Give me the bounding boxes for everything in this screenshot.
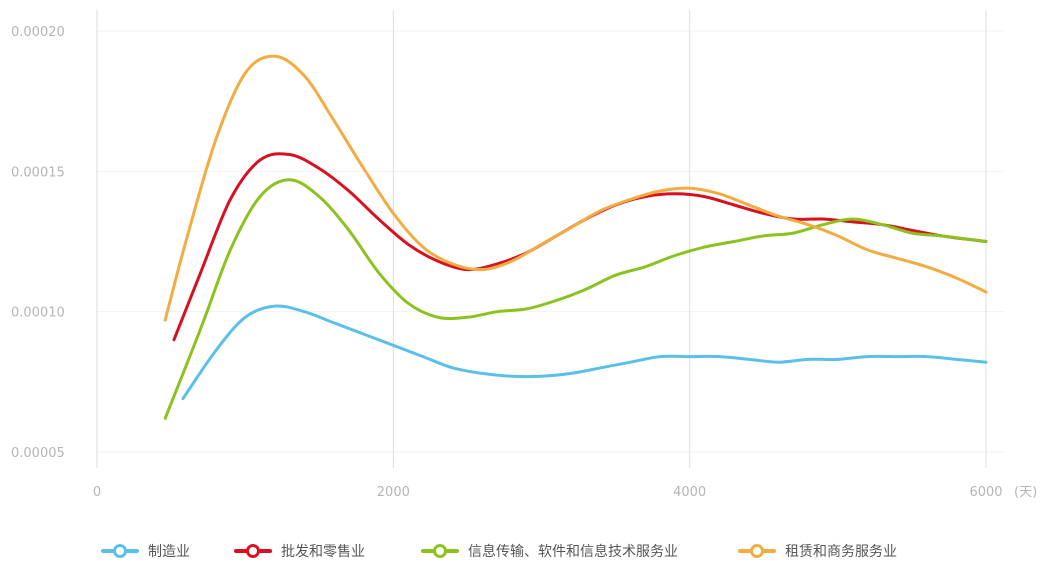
y-tick-label: 0.00015 — [11, 165, 65, 180]
legend-item[interactable]: 信息传输、软件和信息技术服务业 — [421, 543, 678, 560]
legend: 制造业 批发和零售业 信息传输、软件和信息技术服务业 租赁和商务服务业 — [101, 543, 897, 560]
series-lines — [163, 54, 988, 420]
legend-label: 制造业 — [148, 544, 190, 560]
y-tick-label: 0.00020 — [11, 25, 65, 40]
legend-marker-circle — [433, 544, 447, 558]
legend-marker-circle — [113, 544, 127, 558]
axes: 0.00005 0.00010 0.00015 0.00020 0 2000 4000 600… — [11, 25, 1003, 500]
x-axis-unit-label: (天) — [1014, 485, 1037, 500]
legend-item[interactable]: 租赁和商务服务业 — [738, 544, 897, 560]
x-tick-label: 4000 — [673, 485, 706, 500]
legend-label: 信息传输、软件和信息技术服务业 — [468, 543, 678, 560]
x-tick-label: 2000 — [377, 485, 410, 500]
x-tick-label: 0 — [93, 485, 101, 500]
x-tick-label: 6000 — [969, 485, 1002, 500]
y-tick-label: 0.00010 — [11, 306, 65, 321]
series-line-0 — [181, 304, 988, 401]
legend-marker-circle — [750, 544, 764, 558]
legend-marker-circle — [246, 544, 260, 558]
legend-label: 批发和零售业 — [281, 544, 365, 560]
legend-label: 租赁和商务服务业 — [785, 544, 897, 560]
series-line-2 — [163, 178, 988, 420]
legend-item[interactable]: 批发和零售业 — [234, 544, 365, 560]
y-tick-label: 0.00005 — [11, 446, 65, 461]
legend-item[interactable]: 制造业 — [101, 544, 190, 560]
series-line-3 — [163, 54, 988, 322]
